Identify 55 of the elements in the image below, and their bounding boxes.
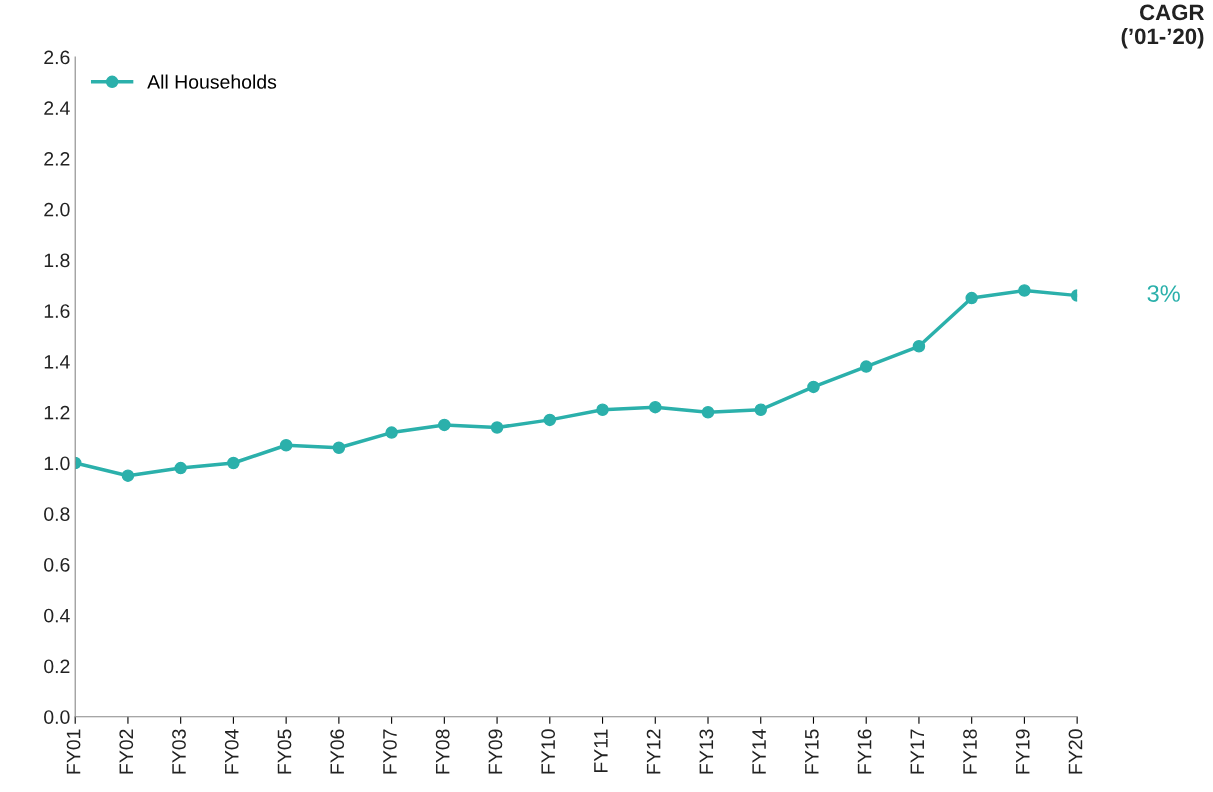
- annotation: 3%: [1147, 285, 1180, 302]
- y-tick-label: 2.6: [44, 50, 70, 65]
- x-tick-label: FY18: [963, 729, 977, 774]
- x-tick-label: FY11: [594, 729, 608, 773]
- x-tick-label: FY05: [277, 729, 292, 774]
- point: [332, 441, 346, 455]
- x-tick-label: FY04: [224, 729, 239, 774]
- x-tick-label: FY19: [1015, 729, 1030, 774]
- x-tick-label: FY16: [857, 729, 872, 774]
- point: [754, 403, 767, 416]
- x-tick-label: FY03: [172, 729, 186, 774]
- y-tick-label: 2.0: [44, 202, 70, 217]
- y-tick-label: 1.2: [44, 405, 70, 420]
- y-tick-label: 0.6: [44, 557, 70, 572]
- point: [807, 380, 820, 394]
- x-tick-label: FY17: [910, 729, 924, 774]
- y-tick-label: 0.0: [44, 710, 70, 724]
- point: [438, 418, 451, 432]
- x-tick-label: FY15: [805, 729, 819, 774]
- point: [279, 439, 293, 452]
- y-tick-label: 0.8: [44, 507, 70, 521]
- x-tick-label: FY20: [1068, 729, 1083, 774]
- point: [1018, 284, 1031, 297]
- y-tick-label: 2.4: [44, 101, 70, 115]
- x-tick-label: FY12: [646, 729, 661, 774]
- point: [649, 400, 662, 414]
- text: CAGR (’01-’20): [1121, 4, 1205, 49]
- point: [859, 360, 873, 373]
- y-tick-label: 1.0: [44, 456, 70, 471]
- point: [385, 426, 398, 439]
- point: [543, 413, 557, 427]
- point: [490, 421, 504, 434]
- x-tick-label: FY06: [330, 729, 345, 774]
- point: [174, 461, 187, 475]
- x-tick-label: FY13: [699, 729, 714, 774]
- point: [912, 340, 926, 353]
- x-tick-label: FY07: [383, 729, 397, 774]
- y-tick-label: 2.2: [44, 151, 70, 166]
- x-tick-label: FY02: [119, 729, 134, 774]
- point: [965, 291, 978, 305]
- point: [596, 403, 609, 416]
- x-tick-label: FY01: [66, 729, 81, 774]
- point: [121, 469, 135, 482]
- x-tick-label: FY09: [488, 729, 503, 774]
- y-tick-label: 1.4: [44, 355, 70, 369]
- y-tick-label: 0.4: [44, 608, 70, 623]
- y-tick-label: 1.6: [44, 304, 70, 319]
- point: [701, 406, 715, 419]
- x-tick-label: FY08: [435, 729, 450, 774]
- y-tick-label: 0.2: [44, 659, 70, 674]
- legend-label: All Households: [147, 74, 277, 89]
- point: [227, 456, 240, 470]
- x-tick-label: FY14: [752, 729, 766, 774]
- y-tick-label: 1.8: [44, 253, 70, 268]
- x-tick-label: FY10: [541, 729, 556, 774]
